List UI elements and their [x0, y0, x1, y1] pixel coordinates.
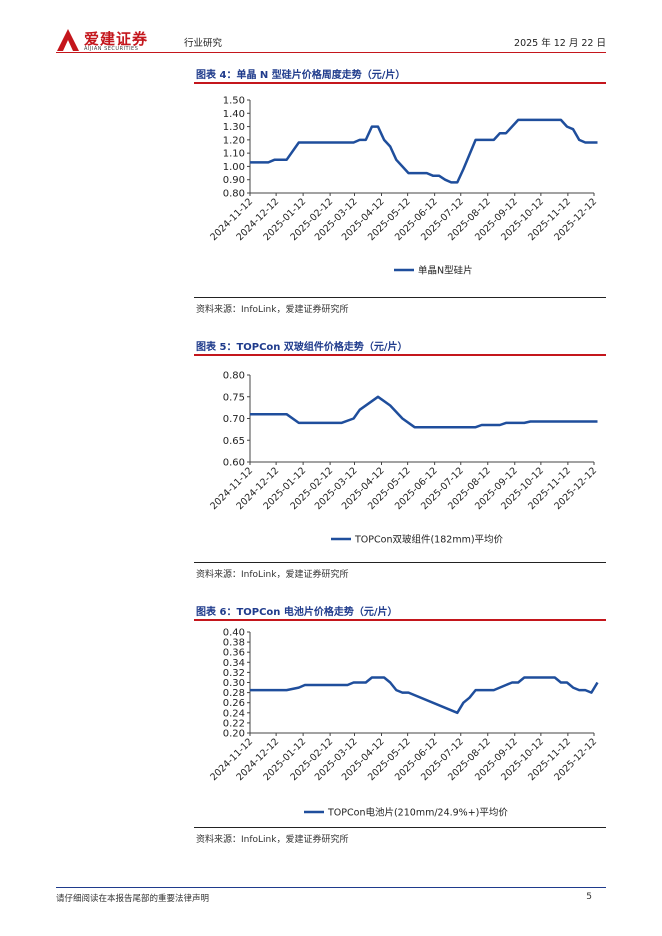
y-tick-label: 0.32 — [223, 668, 245, 679]
y-tick-label: 1.40 — [223, 109, 245, 120]
y-tick-label: 1.50 — [223, 96, 245, 107]
figure-5-source: 资料来源：InfoLink，爱建证券研究所 — [196, 570, 349, 580]
y-tick-label: 0.80 — [223, 189, 245, 200]
series-line-0 — [250, 118, 598, 184]
figure-6-title-divider — [194, 619, 606, 621]
figure-4-title: 图表 4：单晶 N 型硅片价格周度走势（元/片） — [196, 70, 406, 81]
header-divider — [56, 52, 606, 53]
y-tick-label: 0.30 — [223, 678, 245, 689]
figure-6-source-divider — [194, 827, 606, 828]
figure-4-title-divider — [194, 82, 606, 84]
y-tick-label: 1.00 — [223, 162, 245, 173]
figure-5-title: 图表 5：TOPCon 双玻组件价格走势（元/片） — [196, 342, 408, 353]
y-tick-label: 0.75 — [223, 392, 245, 403]
figure-6-source: 资料来源：InfoLink，爱建证券研究所 — [196, 835, 349, 845]
y-tick-label: 0.70 — [223, 414, 245, 425]
page-header: 爱建证券 AIJIAN SECURITIES 行业研究 2025 年 12 月 … — [0, 0, 662, 56]
figure-5-title-divider — [194, 354, 606, 356]
y-tick-label: 0.24 — [223, 708, 245, 719]
y-tick-label: 0.65 — [223, 436, 245, 447]
figure-6-title: 图表 6：TOPCon 电池片价格走势（元/片） — [196, 607, 398, 618]
footer-disclaimer: 请仔细阅读在本报告尾部的重要法律声明 — [56, 894, 210, 904]
series-line-0 — [250, 395, 598, 429]
legend-label: TOPCon双玻组件(182mm)平均价 — [354, 534, 504, 546]
figure-4-source: 资料来源：InfoLink，爱建证券研究所 — [196, 305, 349, 315]
y-tick-label: 1.10 — [223, 149, 245, 160]
y-tick-label: 0.28 — [223, 688, 245, 699]
y-tick-label: 0.38 — [223, 638, 245, 649]
y-tick-label: 0.34 — [223, 658, 245, 669]
y-tick-label: 0.22 — [223, 718, 245, 729]
logo-a-icon — [57, 29, 79, 51]
legend-label: 单晶N型硅片 — [418, 265, 473, 277]
y-tick-label: 0.26 — [223, 698, 245, 709]
series-line-0 — [250, 676, 599, 715]
y-tick-label: 0.80 — [223, 371, 245, 382]
report-date: 2025 年 12 月 22 日 — [514, 38, 606, 49]
figure-5-source-divider — [194, 562, 606, 563]
report-section: 行业研究 — [184, 38, 223, 49]
logo-english-name: AIJIAN SECURITIES — [84, 46, 139, 52]
y-tick-label: 0.20 — [223, 729, 245, 740]
page-number: 5 — [586, 892, 592, 902]
company-logo: 爱建证券 AIJIAN SECURITIES — [56, 28, 176, 56]
legend-label: TOPCon电池片(210mm/24.9%+)平均价 — [327, 807, 508, 819]
y-tick-label: 0.36 — [223, 648, 245, 659]
logo-chinese-name: 爱建证券 — [84, 30, 149, 48]
y-tick-label: 1.20 — [223, 135, 245, 146]
figure-6-chart: 0.400.380.360.340.320.300.280.260.240.22… — [208, 628, 599, 819]
figure-4-chart: 1.501.401.301.201.101.000.900.802024-11-… — [208, 96, 599, 277]
y-tick-label: 1.30 — [223, 122, 245, 133]
y-tick-label: 0.90 — [223, 175, 245, 186]
y-tick-label: 0.60 — [223, 458, 245, 469]
y-tick-label: 0.40 — [223, 628, 245, 639]
footer-divider — [56, 887, 606, 888]
figure-5-chart: 0.800.750.700.650.602024-11-122024-12-12… — [208, 371, 599, 546]
figure-4-source-divider — [194, 297, 606, 298]
